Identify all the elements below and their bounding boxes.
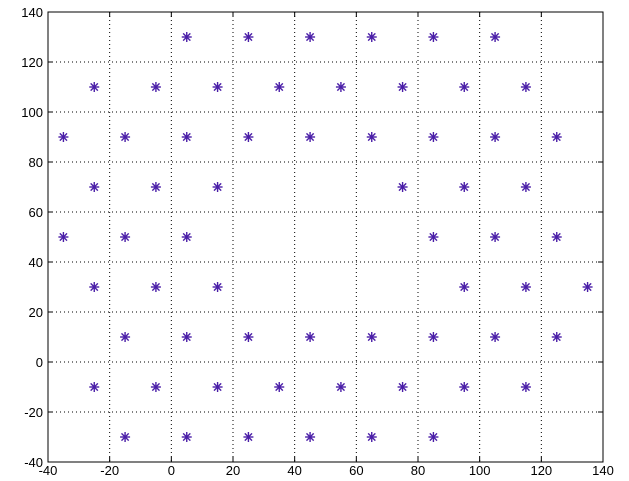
data-point-star-marker [428, 332, 439, 342]
y-tick-label: 0 [36, 355, 43, 370]
data-point-star-marker [459, 82, 470, 92]
plot-area [48, 12, 603, 462]
x-tick-label: 0 [168, 463, 175, 476]
data-point-star-marker [89, 282, 100, 292]
data-point-star-marker [150, 182, 161, 192]
x-tick-label: 100 [469, 463, 491, 476]
data-point-star-marker [459, 182, 470, 192]
y-tick-label: -40 [24, 455, 43, 470]
data-point-star-marker [428, 232, 439, 242]
data-point-star-marker [120, 132, 131, 142]
data-point-star-marker [120, 432, 131, 442]
y-tick-label: 80 [29, 155, 43, 170]
y-tick-label: 140 [21, 5, 43, 20]
data-point-star-marker [459, 282, 470, 292]
data-point-star-marker [274, 82, 285, 92]
data-point-star-marker [212, 382, 223, 392]
data-point-star-marker [459, 382, 470, 392]
data-point-star-marker [366, 432, 377, 442]
data-point-star-marker [243, 132, 254, 142]
x-tick-label: 60 [349, 463, 363, 476]
data-point-star-marker [243, 332, 254, 342]
data-point-star-marker [212, 282, 223, 292]
plot-frame [47, 11, 604, 463]
data-point-star-marker [120, 232, 131, 242]
data-point-star-marker [490, 332, 501, 342]
data-point-star-marker [89, 382, 100, 392]
data-point-star-marker [243, 32, 254, 42]
y-tick-label: 100 [21, 105, 43, 120]
data-point-star-marker [490, 32, 501, 42]
x-tick-label: -40 [39, 463, 58, 476]
data-point-star-marker [243, 432, 254, 442]
data-point-star-marker [181, 32, 192, 42]
x-tick-label: 40 [287, 463, 301, 476]
data-point-star-marker [89, 182, 100, 192]
data-point-star-marker [305, 132, 316, 142]
x-tick-label: 120 [530, 463, 552, 476]
data-point-star-marker [212, 82, 223, 92]
data-point-star-marker [274, 382, 285, 392]
data-point-star-marker [150, 82, 161, 92]
data-point-star-marker [150, 282, 161, 292]
tick-labels: -40 -20 0 20 40 60 80 100 120 140 -40 -20 0 20 40 60 80 1… [21, 5, 614, 478]
y-tick-label: -20 [24, 405, 43, 420]
x-tick-label: 20 [226, 463, 240, 476]
data-points [58, 32, 593, 442]
data-point-star-marker [305, 32, 316, 42]
y-tick-label: 40 [29, 255, 43, 270]
data-point-star-marker [89, 82, 100, 92]
data-point-star-marker [551, 132, 562, 142]
data-point-star-marker [428, 32, 439, 42]
data-point-star-marker [58, 232, 69, 242]
data-point-star-marker [490, 232, 501, 242]
data-point-star-marker [520, 182, 531, 192]
data-point-star-marker [366, 32, 377, 42]
grid [48, 12, 603, 462]
data-point-star-marker [582, 282, 593, 292]
data-point-star-marker [520, 282, 531, 292]
data-point-star-marker [551, 232, 562, 242]
data-point-star-marker [181, 132, 192, 142]
data-point-star-marker [150, 382, 161, 392]
data-point-star-marker [181, 432, 192, 442]
data-point-star-marker [551, 332, 562, 342]
y-tick-label: 20 [29, 305, 43, 320]
data-point-star-marker [366, 332, 377, 342]
data-point-star-marker [490, 132, 501, 142]
y-tick-label: 120 [21, 55, 43, 70]
data-point-star-marker [305, 332, 316, 342]
x-tick-label: -20 [100, 463, 119, 476]
data-point-star-marker [120, 332, 131, 342]
data-point-star-marker [335, 382, 346, 392]
data-point-star-marker [335, 82, 346, 92]
data-point-star-marker [58, 132, 69, 142]
data-point-star-marker [397, 82, 408, 92]
data-point-star-marker [366, 132, 377, 142]
data-point-star-marker [520, 82, 531, 92]
data-point-star-marker [397, 382, 408, 392]
x-tick-label: 140 [592, 463, 614, 476]
data-point-star-marker [181, 332, 192, 342]
data-point-star-marker [212, 182, 223, 192]
data-point-star-marker [428, 432, 439, 442]
data-point-star-marker [520, 382, 531, 392]
y-tick-label: 60 [29, 205, 43, 220]
data-point-star-marker [305, 432, 316, 442]
data-point-star-marker [428, 132, 439, 142]
data-point-star-marker [181, 232, 192, 242]
data-point-star-marker [397, 182, 408, 192]
x-tick-label: 80 [411, 463, 425, 476]
